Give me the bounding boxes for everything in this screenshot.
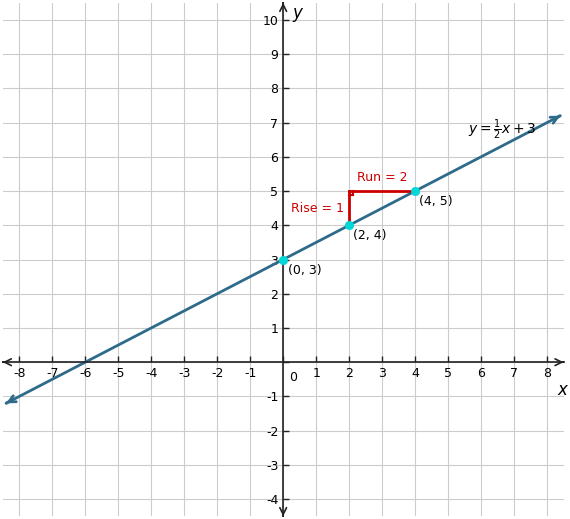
Text: Run = 2: Run = 2 — [357, 171, 408, 184]
Text: (4, 5): (4, 5) — [419, 195, 453, 208]
Text: 0: 0 — [289, 371, 297, 384]
Text: Rise = 1: Rise = 1 — [291, 202, 344, 215]
Text: (0, 3): (0, 3) — [288, 264, 321, 277]
Text: y: y — [292, 5, 302, 22]
Text: x: x — [557, 381, 567, 399]
Text: $y = \frac{1}{2}x + 3$: $y = \frac{1}{2}x + 3$ — [468, 117, 536, 142]
Text: (2, 4): (2, 4) — [353, 229, 386, 242]
